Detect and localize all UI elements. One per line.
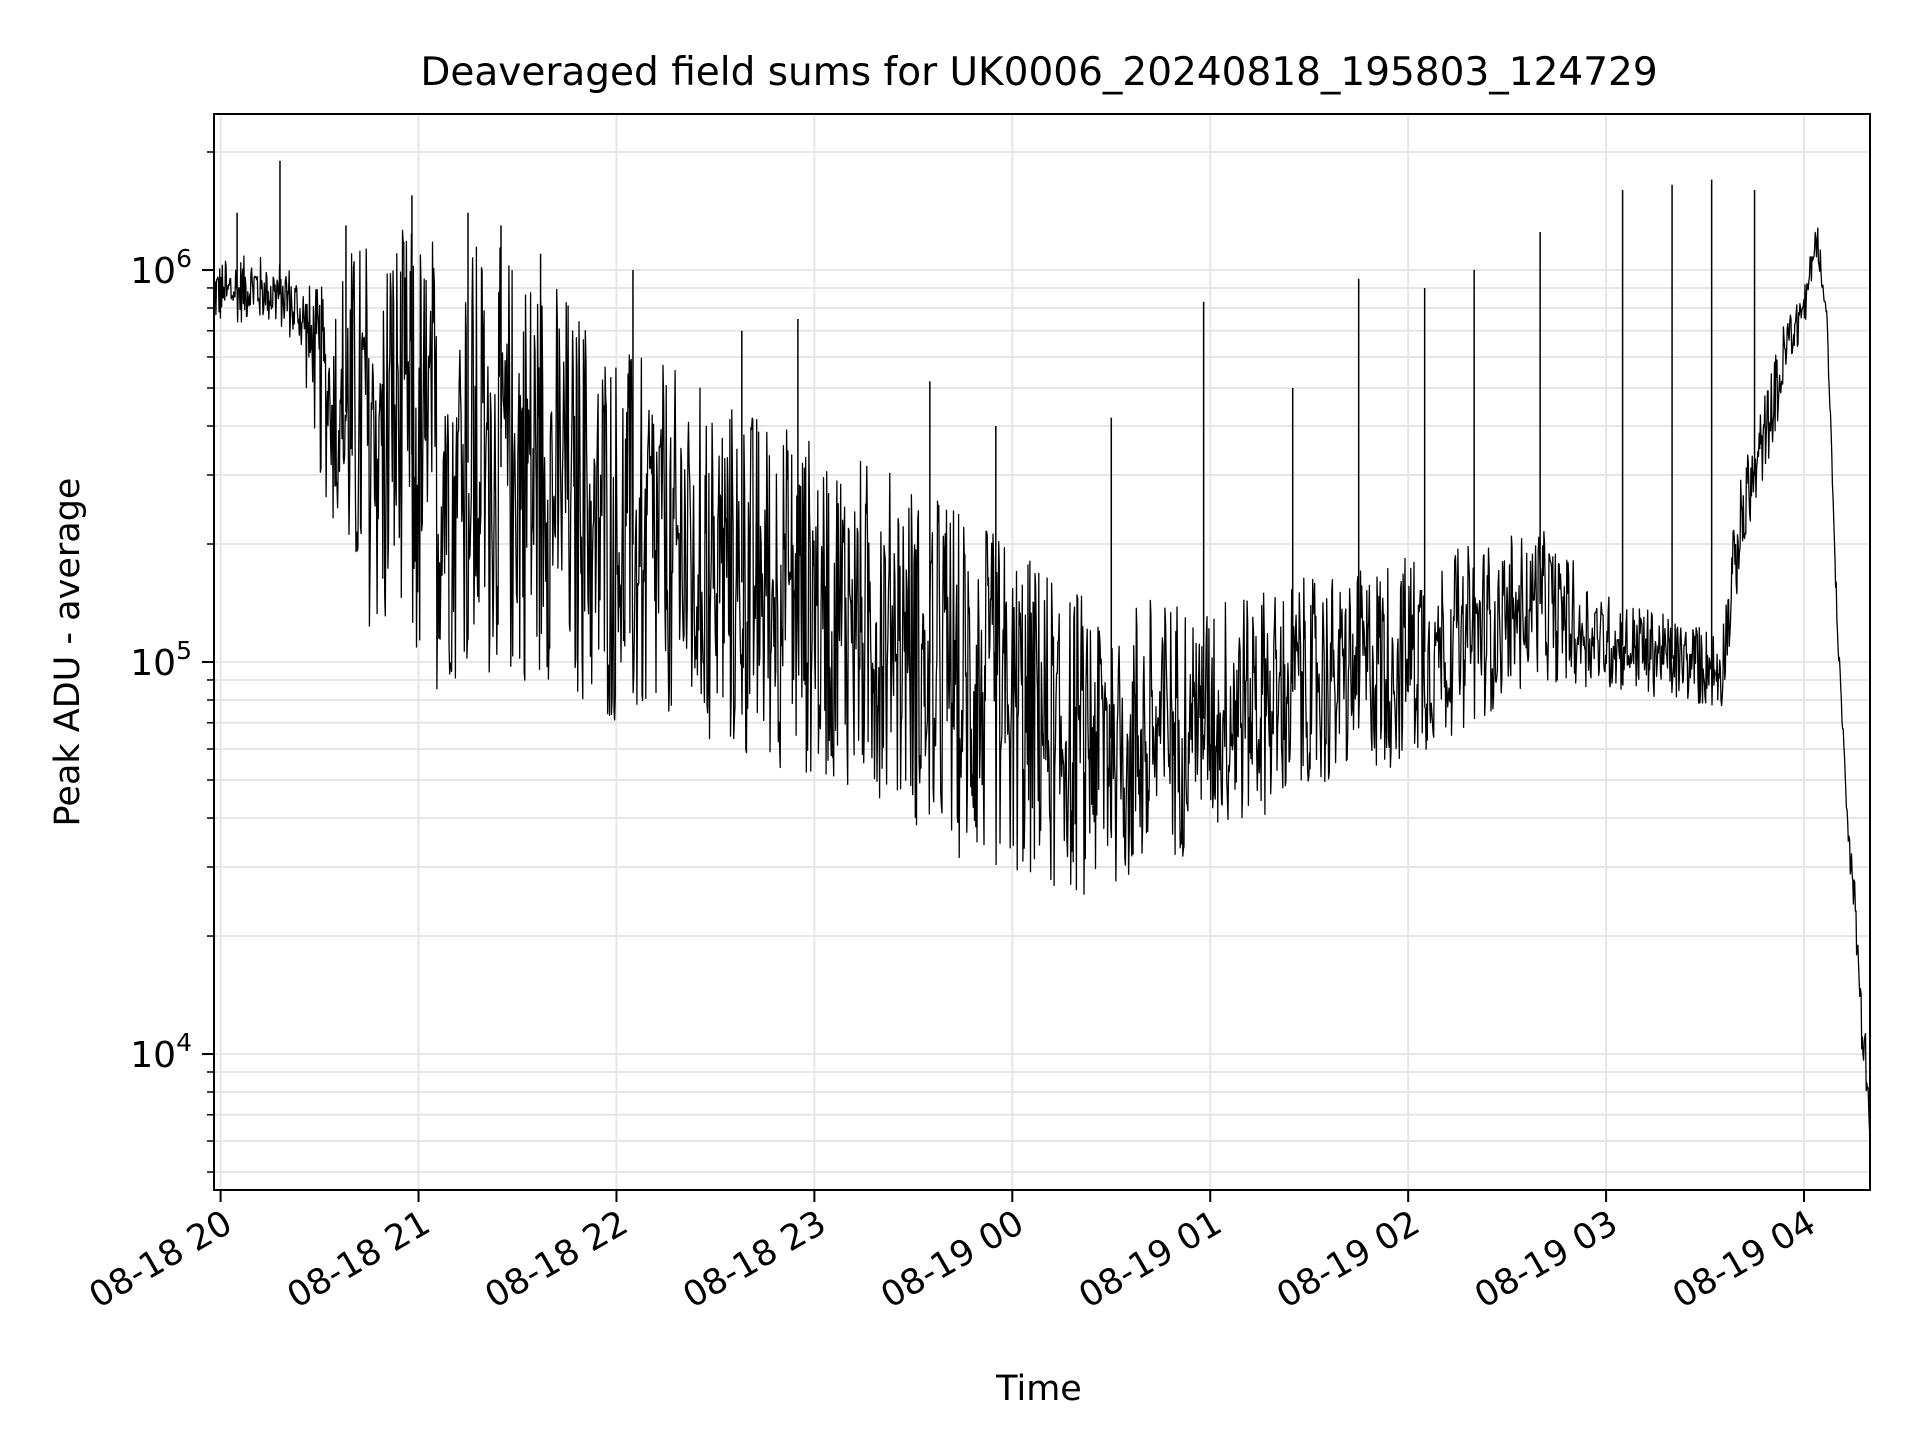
x-axis-label: Time [995,1369,1082,1409]
y-tick-label: 106 [130,244,192,292]
y-tick-label: 105 [130,636,192,684]
grid [214,114,1870,1190]
plot-frame [213,113,1871,1191]
series-line [213,227,1871,1140]
chart-title: Deaveraged field sums for UK0006_2024081… [420,50,1657,95]
y-axis-label: Peak ADU - average [48,478,88,827]
y-axis: 104 105 106 [130,151,214,1173]
series [213,160,1871,1140]
y-tick-label: 104 [130,1028,192,1076]
